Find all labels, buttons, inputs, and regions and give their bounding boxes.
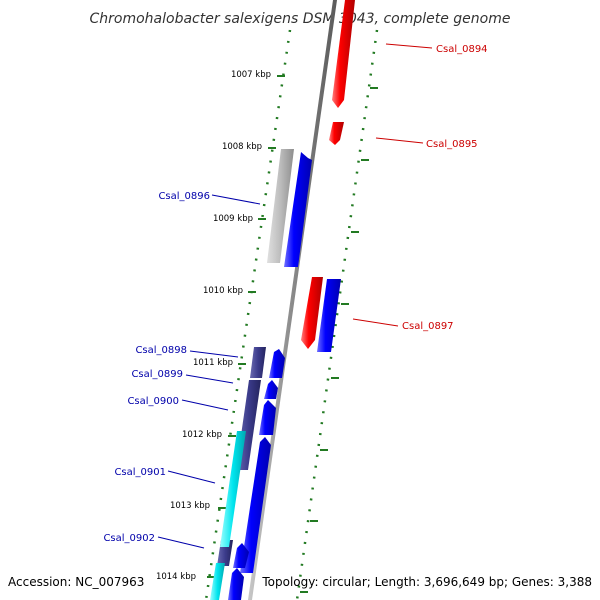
gene-label-csal-0900[interactable]: Csal_0900 (127, 396, 179, 407)
gene-csal-0896[interactable] (284, 152, 312, 267)
gene-csal-0899[interactable] (264, 380, 278, 399)
feature-cyan-bottom[interactable] (210, 563, 225, 600)
reverse-tick-track (204, 29, 292, 600)
gene-label-csal-0902[interactable]: Csal_0902 (103, 533, 155, 544)
gene-csal-0902[interactable] (233, 543, 249, 568)
tick-label-1011: 1011 kbp (193, 358, 233, 368)
tick-label-1014: 1014 kbp (156, 572, 196, 582)
major-ticks-right (300, 87, 378, 593)
gene-csal-0897-blue[interactable] (317, 279, 341, 352)
gene-csal-0898[interactable] (269, 349, 285, 378)
topology-text: Topology: circular; Length: 3,696,649 bp… (261, 575, 592, 589)
gene-csal-0897-red[interactable] (301, 277, 323, 349)
feature-csal-0901[interactable] (220, 431, 246, 547)
gene-label-csal-0896[interactable]: Csal_0896 (158, 191, 210, 202)
gene-csal-0900[interactable] (259, 400, 276, 435)
gene-bottom-blue[interactable] (228, 568, 244, 600)
gene-label-csal-0897[interactable]: Csal_0897 (402, 321, 454, 332)
tick-label-1013: 1013 kbp (170, 501, 210, 511)
gene-label-csal-0898[interactable]: Csal_0898 (135, 345, 187, 356)
accession-text: Accession: NC_007963 (8, 575, 144, 589)
map-title: Chromohalobacter salexigens DSM 3043, co… (90, 11, 511, 27)
major-ticks-left (207, 75, 285, 578)
gene-label-csal-0894[interactable]: Csal_0894 (436, 44, 488, 55)
tick-label-1008: 1008 kbp (222, 142, 262, 152)
tick-label-1010: 1010 kbp (203, 286, 243, 296)
forward-tick-track (295, 29, 379, 600)
tick-label-1009: 1009 kbp (213, 214, 253, 224)
gene-label-csal-0901[interactable]: Csal_0901 (114, 467, 166, 478)
gene-csal-0894[interactable] (332, 0, 355, 108)
gene-csal-0901[interactable] (240, 437, 271, 573)
feature-csal-0896-gray[interactable] (267, 149, 294, 263)
tick-label-1012: 1012 kbp (182, 430, 222, 440)
gene-label-csal-0895[interactable]: Csal_0895 (426, 139, 478, 150)
gene-label-csal-0899[interactable]: Csal_0899 (131, 369, 183, 380)
tick-label-1007: 1007 kbp (231, 70, 271, 80)
label-leaders (157, 43, 433, 549)
feature-csal-0898[interactable] (250, 347, 266, 378)
gene-csal-0895[interactable] (329, 122, 344, 145)
